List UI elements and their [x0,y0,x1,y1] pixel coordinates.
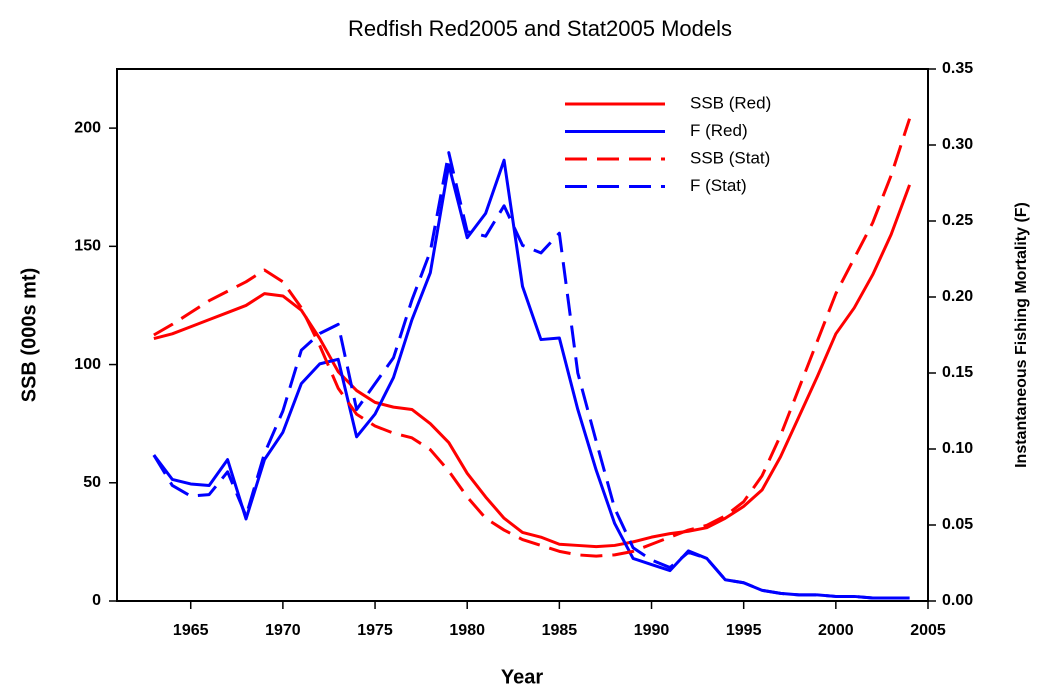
y-tick-label: 200 [74,119,101,136]
x-tick-label: 1980 [449,622,485,639]
y2-tick-label: 0.15 [942,364,973,381]
series-line [152,158,910,600]
legend-label: SSB (Stat) [690,148,770,167]
y2-tick-label: 0.20 [942,288,973,305]
y2-axis-label: Instantaneous Fishing Mortality (F) [1013,202,1030,468]
y2-tick-label: 0.05 [942,516,973,533]
y2-tick-label: 0.30 [942,136,973,153]
series-line [153,118,911,558]
series-line [153,184,911,549]
y-tick-label: 0 [92,592,101,609]
plot-frame [116,68,929,602]
x-tick-label: 1965 [173,622,209,639]
y2-tick-label: 0.35 [942,60,973,77]
y-tick-label: 150 [74,238,101,255]
y2-tick-label: 0.00 [942,592,973,609]
y2-tick-label: 0.25 [942,212,973,229]
x-tick-label: 1975 [357,622,393,639]
y-axis-label: SSB (000s mt) [18,268,40,403]
x-tick-label: 1970 [265,622,301,639]
chart-title: Redfish Red2005 and Stat2005 Models [348,16,732,41]
y-tick-label: 100 [74,356,101,373]
legend-label: F (Stat) [690,176,747,195]
series-line [152,151,910,600]
y2-tick-label: 0.10 [942,440,973,457]
x-tick-label: 2005 [910,622,946,639]
x-tick-label: 1985 [542,622,578,639]
legend-label: SSB (Red) [690,93,771,112]
y-tick-label: 50 [83,474,101,491]
x-tick-label: 1995 [726,622,762,639]
x-tick-label: 2000 [818,622,854,639]
x-axis-label: Year [501,666,543,688]
x-tick-label: 1990 [634,622,670,639]
legend-label: F (Red) [690,121,748,140]
